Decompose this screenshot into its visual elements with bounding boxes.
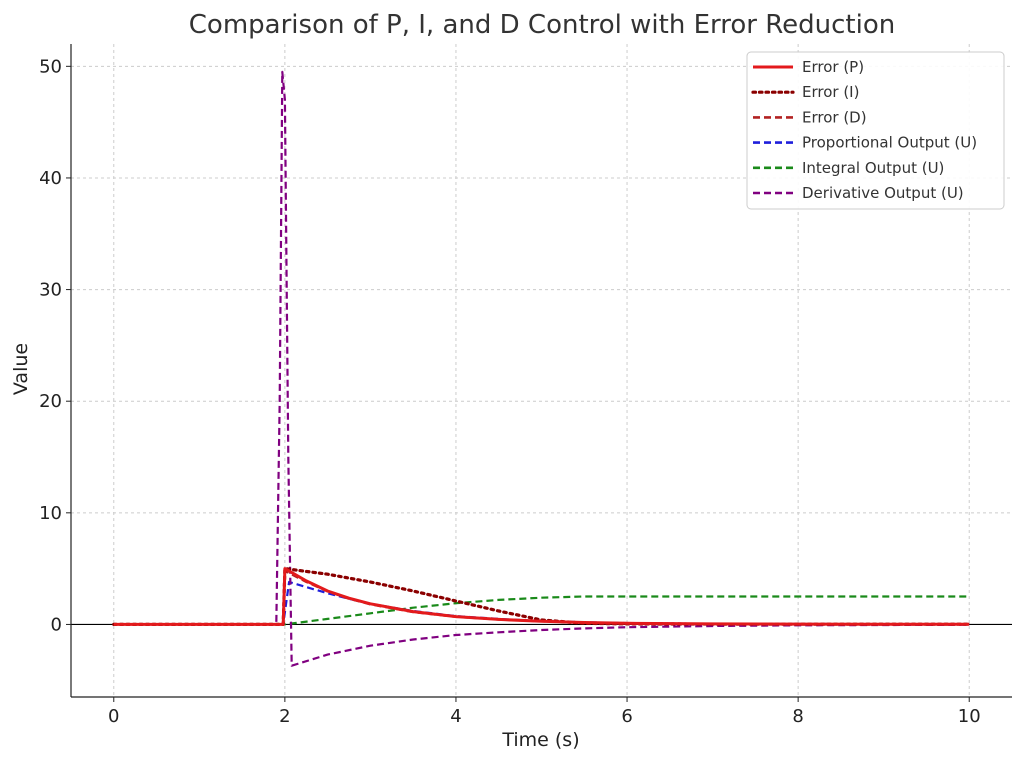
y-tick-label: 50 <box>39 56 62 77</box>
legend-label-2: Error (D) <box>802 108 867 126</box>
y-tick-label: 20 <box>39 391 62 412</box>
tick-labels: 0 2 4 6 8 10 0 10 20 30 40 50 <box>39 56 981 727</box>
legend-label-0: Error (P) <box>802 58 864 76</box>
series-line-0 <box>113 567 970 626</box>
axes <box>70 44 1012 698</box>
x-tick-label: 10 <box>958 706 981 727</box>
legend: Error (P) Error (I) Error (D) Proportional … <box>746 51 1005 210</box>
y-tick-label: 0 <box>51 614 62 635</box>
x-tick-label: 0 <box>108 706 119 727</box>
x-tick-label: 6 <box>621 706 632 727</box>
series-line-4 <box>113 595 970 626</box>
x-axis-label: Time (s) <box>501 729 579 751</box>
legend-label-4: Integral Output (U) <box>802 159 944 177</box>
legend-label-5: Derivative Output (U) <box>802 184 964 202</box>
x-tick-label: 4 <box>450 706 461 727</box>
legend-box <box>746 51 1005 210</box>
y-axis-label: Value <box>10 343 32 395</box>
x-tick-label: 2 <box>279 706 290 727</box>
y-tick-label: 10 <box>39 503 62 524</box>
series-line-5 <box>113 70 970 667</box>
series-group <box>112 70 971 667</box>
legend-label-1: Error (I) <box>802 83 859 101</box>
legend-label-3: Proportional Output (U) <box>802 134 977 152</box>
y-tick-label: 30 <box>39 280 62 301</box>
chart-title: Comparison of P, I, and D Control with E… <box>189 10 895 40</box>
x-tick-label: 8 <box>792 706 803 727</box>
y-tick-label: 40 <box>39 168 62 189</box>
series-line-3 <box>113 580 970 626</box>
